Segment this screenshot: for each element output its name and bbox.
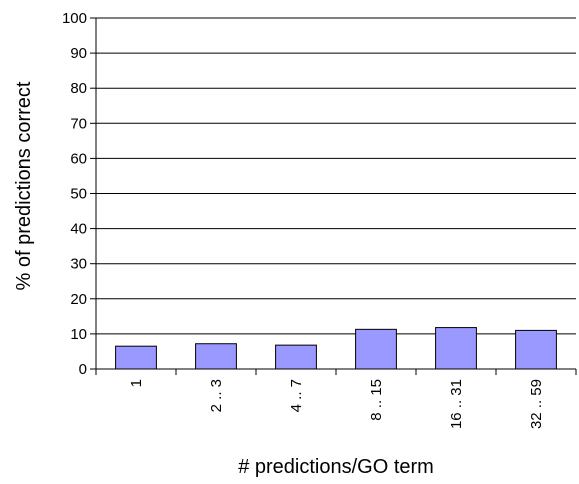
bar bbox=[515, 329, 557, 370]
bar bbox=[435, 327, 477, 370]
bar bbox=[275, 344, 317, 370]
x-tick-label: 2 .. 3 bbox=[208, 379, 225, 412]
y-tick-label: 30 bbox=[70, 256, 87, 273]
y-tick-labels: 0 10 20 30 40 50 60 70 80 90 100 bbox=[62, 10, 87, 378]
x-tick-label: 4 .. 7 bbox=[288, 379, 305, 412]
y-tick-label: 0 bbox=[79, 361, 87, 378]
x-tick-label: 32 .. 59 bbox=[528, 379, 545, 429]
bar bbox=[115, 345, 157, 370]
x-tick-label: 16 .. 31 bbox=[448, 379, 465, 429]
bars bbox=[115, 327, 557, 370]
y-tick-label: 10 bbox=[70, 326, 87, 343]
x-tick-label: 1 bbox=[128, 379, 145, 387]
y-tick-label: 50 bbox=[70, 186, 87, 203]
bar bbox=[355, 328, 397, 370]
gridlines bbox=[96, 17, 576, 335]
axes bbox=[90, 17, 577, 375]
bar bbox=[195, 343, 237, 370]
y-tick-label: 100 bbox=[62, 10, 87, 27]
x-axis-title: # predictions/GO term bbox=[238, 456, 434, 478]
y-tick-label: 90 bbox=[70, 45, 87, 62]
y-tick-label: 80 bbox=[70, 80, 87, 97]
y-tick-label: 40 bbox=[70, 221, 87, 238]
x-tick-label: 8 .. 15 bbox=[368, 379, 385, 421]
y-tick-label: 70 bbox=[70, 115, 87, 132]
y-axis-title: % of predictions correct bbox=[13, 81, 35, 290]
y-tick-label: 20 bbox=[70, 291, 87, 308]
y-tick-label: 60 bbox=[70, 150, 87, 167]
x-tick-labels: 1 2 .. 3 4 .. 7 8 .. 15 16 .. 31 32 .. 59 bbox=[128, 379, 545, 429]
